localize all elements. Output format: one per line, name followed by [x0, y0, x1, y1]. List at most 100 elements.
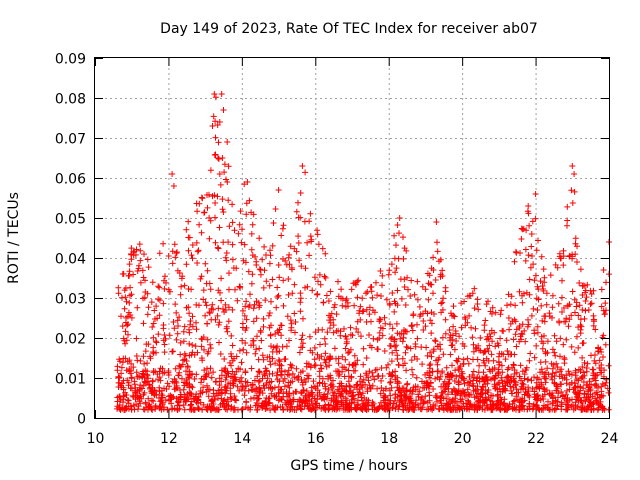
data-point	[161, 349, 168, 356]
data-point	[260, 284, 267, 291]
data-point	[447, 370, 454, 377]
x-tick-label: 18	[380, 431, 398, 447]
data-point	[344, 299, 351, 306]
data-point	[147, 353, 153, 360]
data-point	[267, 407, 274, 413]
data-point	[396, 399, 403, 406]
data-point	[152, 338, 159, 345]
data-point	[183, 261, 190, 268]
data-point	[311, 274, 318, 281]
data-point	[216, 390, 223, 397]
plot-frame	[94, 57, 610, 419]
data-point	[121, 337, 128, 344]
data-point	[519, 299, 526, 306]
data-point	[393, 242, 399, 249]
data-point	[393, 347, 400, 354]
data-point	[574, 333, 580, 340]
data-point	[275, 292, 282, 299]
data-point	[392, 368, 399, 375]
data-point	[497, 335, 504, 342]
data-point	[468, 404, 475, 411]
data-point	[447, 332, 454, 338]
data-point	[541, 388, 548, 395]
data-point	[196, 221, 203, 228]
data-point	[189, 255, 196, 262]
data-point	[413, 397, 420, 404]
data-point	[466, 401, 473, 407]
data-point	[320, 299, 327, 306]
data-point	[554, 364, 561, 371]
data-point	[295, 214, 302, 221]
data-point	[493, 401, 500, 408]
data-point	[455, 404, 462, 411]
data-point	[195, 394, 202, 400]
data-point	[519, 395, 526, 402]
data-point	[266, 260, 273, 267]
data-point	[241, 312, 248, 319]
data-point	[270, 344, 277, 351]
data-point	[428, 330, 435, 337]
data-point	[159, 401, 166, 407]
data-point	[298, 406, 305, 413]
data-point	[173, 336, 180, 343]
data-point	[481, 322, 488, 329]
data-point	[209, 398, 216, 405]
data-point	[467, 401, 474, 408]
data-point	[451, 346, 458, 353]
data-point	[278, 367, 285, 374]
data-point	[518, 377, 525, 384]
data-point	[183, 226, 190, 233]
data-point	[341, 325, 347, 332]
data-point	[542, 313, 549, 320]
data-point	[605, 362, 612, 369]
data-point	[216, 339, 222, 346]
data-point	[167, 288, 173, 295]
data-point	[268, 322, 274, 329]
data-point	[363, 355, 370, 361]
data-point	[281, 356, 288, 363]
data-point	[300, 315, 306, 322]
data-point	[291, 407, 298, 413]
data-point	[438, 383, 445, 390]
data-point	[503, 337, 510, 344]
data-point	[173, 309, 180, 316]
data-point	[422, 323, 429, 330]
data-point	[204, 192, 210, 198]
data-point	[274, 294, 281, 300]
data-point	[258, 337, 265, 344]
data-point	[519, 380, 526, 387]
data-point	[584, 360, 591, 367]
data-point	[574, 259, 580, 265]
data-point	[358, 394, 365, 401]
data-point	[354, 294, 361, 301]
data-point	[560, 262, 567, 269]
data-point	[429, 368, 436, 375]
data-point	[595, 384, 601, 391]
data-point	[262, 372, 268, 379]
data-point	[600, 392, 607, 399]
data-point	[566, 253, 573, 260]
x-tick-label: 14	[233, 431, 251, 447]
data-point	[199, 406, 206, 413]
data-point	[291, 310, 298, 317]
data-point	[585, 307, 592, 313]
data-point	[409, 371, 416, 378]
data-point	[502, 356, 509, 363]
data-point	[266, 399, 273, 406]
data-point	[252, 253, 258, 260]
data-point	[526, 222, 533, 229]
data-point	[160, 300, 167, 307]
data-point	[422, 371, 429, 378]
data-point	[183, 380, 189, 387]
data-point	[588, 403, 595, 410]
data-point	[259, 256, 266, 263]
data-point	[552, 405, 559, 412]
data-point	[173, 250, 180, 257]
data-point	[430, 386, 437, 392]
data-point	[248, 386, 255, 393]
data-point	[193, 239, 200, 246]
data-point	[508, 387, 515, 394]
data-point	[216, 119, 223, 125]
data-point	[471, 394, 478, 401]
data-point	[387, 378, 394, 385]
